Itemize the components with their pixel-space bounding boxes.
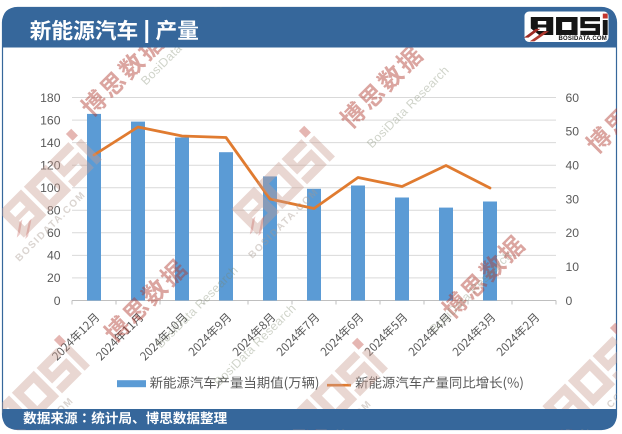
svg-text:180: 180 <box>40 91 61 105</box>
svg-text:40: 40 <box>566 159 580 173</box>
svg-text:0: 0 <box>566 294 573 308</box>
svg-text:50: 50 <box>566 125 580 139</box>
svg-text:60: 60 <box>566 91 580 105</box>
svg-text:140: 140 <box>40 136 61 150</box>
svg-text:BOSIDATA.COM: BOSIDATA.COM <box>558 36 607 42</box>
svg-text:160: 160 <box>40 113 61 127</box>
svg-text:10: 10 <box>566 260 580 274</box>
svg-text:20: 20 <box>566 226 580 240</box>
svg-text:40: 40 <box>47 249 61 263</box>
svg-text:0: 0 <box>54 294 61 308</box>
svg-text:20: 20 <box>47 271 61 285</box>
svg-text:30: 30 <box>566 192 580 206</box>
